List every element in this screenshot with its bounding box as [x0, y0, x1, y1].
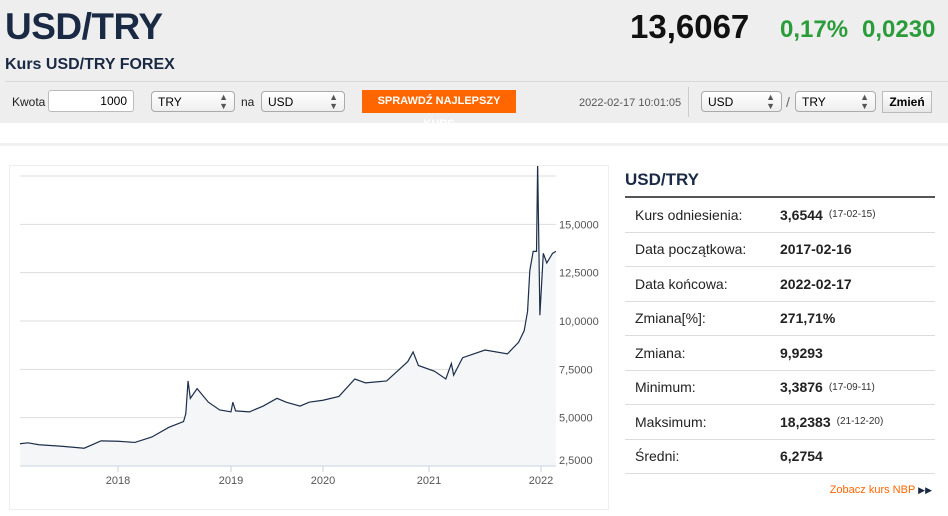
pair-quote-value: TRY: [802, 95, 826, 109]
x-tick-label: 2020: [311, 475, 335, 487]
stats-label: Zmiana[%]:: [635, 310, 706, 327]
y-tick-label: 10,0000: [559, 316, 599, 328]
change-percent: 0,17%: [780, 16, 849, 43]
stats-value: 2017-02-16: [780, 241, 852, 258]
stats-row: Kurs odniesienia: 3,6544 (17-02-15): [625, 198, 935, 233]
stats-row: Zmiana: 9,9293: [625, 336, 935, 371]
stats-value: 3,3876: [780, 379, 823, 396]
current-rate: 13,6067: [630, 8, 750, 45]
stats-label: Data końcowa:: [635, 275, 728, 292]
change-absolute: 0,0230: [862, 16, 936, 43]
stats-label: Maksimum:: [635, 413, 707, 430]
nbp-rate-link[interactable]: Zobacz kurs NBP ▶▶: [830, 484, 932, 496]
price-chart: 2,5000 5,0000 7,5000 10,0000 12,5000 15,0000 2…: [19, 162, 599, 487]
from-currency-value: TRY: [158, 95, 182, 109]
y-tick-label: 5,0000: [559, 413, 593, 425]
stats-title: USD/TRY: [625, 165, 935, 198]
stats-row: Średni: 6,2754: [625, 440, 935, 474]
pair-base-select[interactable]: USD ▲ ▼: [701, 91, 782, 112]
stats-value: 271,71%: [780, 310, 836, 327]
x-tick-label: 2022: [529, 475, 553, 487]
page-subtitle: Kurs USD/TRY FOREX: [5, 56, 175, 73]
check-best-rate-button[interactable]: SPRAWDŹ NAJLEPSZY KURS: [362, 90, 516, 130]
na-label: na: [241, 95, 255, 109]
stats-value: 9,9293: [780, 344, 823, 361]
header-bar: USD/TRY Kurs USD/TRY FOREX 13,6067 0,17%…: [0, 0, 948, 130]
stats-value: 6,2754: [780, 448, 823, 465]
y-tick-label: 12,5000: [559, 268, 599, 280]
stats-value: 18,2383: [780, 413, 831, 430]
x-tick-label: 2018: [106, 475, 130, 487]
stats-value: 2022-02-17: [780, 275, 852, 292]
change-pair-button[interactable]: Zmień: [882, 91, 932, 113]
series-area: [20, 162, 556, 466]
from-currency-select[interactable]: TRY ▲ ▼: [151, 91, 235, 112]
divider: [688, 87, 689, 117]
to-currency-value: USD: [268, 95, 294, 109]
x-tick-label: 2021: [417, 475, 441, 487]
stats-date: (21-12-20): [836, 416, 884, 428]
timestamp: 2022-02-17 10:01:05: [579, 97, 682, 109]
stats-value: 3,6544: [780, 206, 823, 223]
chart-container: 2,5000 5,0000 7,5000 10,0000 12,5000 15,0000 2…: [9, 162, 609, 510]
stats-label: Kurs odniesienia:: [635, 206, 743, 223]
select-arrows-icon: ▲ ▼: [219, 92, 228, 111]
pair-quote-select[interactable]: TRY ▲ ▼: [795, 91, 876, 112]
content-panel: [0, 143, 948, 510]
page-title: USD/TRY: [5, 6, 163, 47]
stats-label: Data początkowa:: [635, 241, 747, 258]
double-arrow-icon: ▶▶: [918, 485, 932, 495]
series-line: [19, 162, 557, 449]
select-arrows-icon: ▲ ▼: [860, 92, 869, 111]
stats-row: Maksimum: 18,2383 (21-12-20): [625, 405, 935, 440]
pair-slash: /: [786, 94, 790, 110]
stats-date: (17-09-11): [828, 381, 875, 393]
amount-input[interactable]: 1000: [48, 90, 134, 112]
stats-row: Minimum: 3,3876 (17-09-11): [625, 371, 935, 405]
stats-row: Zmiana[%]: 271,71%: [625, 302, 935, 336]
y-tick-label: 7,5000: [559, 364, 593, 376]
select-arrows-icon: ▲ ▼: [766, 92, 775, 111]
to-currency-select[interactable]: USD ▲ ▼: [261, 91, 345, 112]
x-tick-label: 2019: [219, 475, 243, 487]
stats-date: (17-02-15): [828, 209, 876, 221]
pair-base-value: USD: [708, 95, 734, 109]
select-arrows-icon: ▲ ▼: [329, 92, 338, 111]
y-tick-label: 15,0000: [559, 219, 599, 231]
divider: [5, 81, 948, 82]
stats-panel: USD/TRY Kurs odniesienia: 3,6544 (17-02-15…: [625, 165, 935, 474]
nbp-link-text: Zobacz kurs NBP: [829, 484, 916, 496]
y-tick-label: 2,5000: [559, 455, 593, 467]
stats-row: Data początkowa: 2017-02-16: [625, 233, 935, 267]
stats-row: Data końcowa: 2022-02-17: [625, 267, 935, 302]
stats-label: Zmiana:: [635, 344, 686, 361]
stats-label: Średni:: [635, 448, 680, 465]
amount-label: Kwota: [12, 95, 46, 109]
stats-label: Minimum:: [635, 379, 696, 396]
